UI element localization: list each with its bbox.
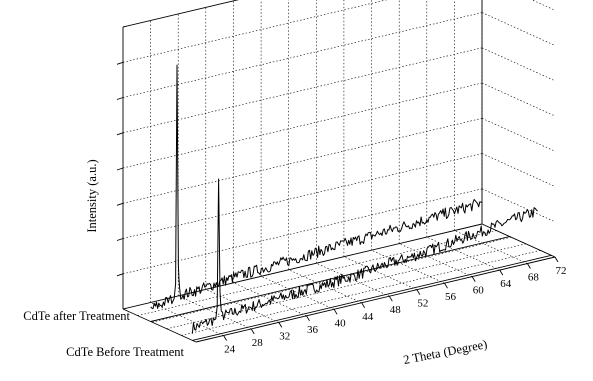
side-wall-gridline	[481, 47, 556, 82]
wall-horizontal-gridline	[122, 188, 483, 275]
x-tick-label: 60	[473, 285, 485, 297]
floor-gridline	[178, 295, 252, 330]
x-tick-label: 24	[224, 344, 236, 356]
x-tick	[388, 295, 393, 302]
side-wall-gridline	[481, 12, 556, 46]
side-wall-gridline	[531, 0, 556, 11]
chart-series	[150, 64, 552, 341]
x-tick	[278, 322, 283, 328]
floor-back-edge	[122, 223, 483, 310]
x-tick-label: 72	[556, 265, 567, 277]
x-tick-label: 28	[252, 337, 264, 349]
z-tick	[116, 61, 124, 65]
side-wall-gridline	[481, 118, 556, 152]
series-line	[150, 64, 483, 310]
x-tick	[554, 256, 559, 263]
floor-gridline	[150, 302, 224, 336]
side-wall-gridline	[481, 188, 556, 223]
x-tick	[499, 269, 504, 276]
x-tick	[471, 276, 476, 282]
wall-horizontal-gridline	[122, 0, 388, 63]
floor-right-edge	[481, 223, 556, 258]
floor-gridline	[288, 269, 362, 304]
floor-gridline	[316, 262, 390, 297]
x-axis-line	[195, 256, 556, 343]
x-tick	[333, 309, 338, 315]
z-tick	[116, 202, 124, 206]
z-tick	[116, 273, 124, 277]
x-tick-label: 36	[307, 324, 319, 336]
series-baseline	[150, 236, 510, 322]
x-tick	[444, 282, 448, 289]
x-tick-label: 48	[390, 304, 402, 316]
floor-gridline	[205, 289, 279, 323]
x-tick	[361, 302, 366, 309]
x-tick-label: 44	[362, 311, 374, 323]
floor-depth-gridline	[137, 230, 497, 316]
floor-depth-gridline	[181, 250, 541, 336]
x-tick-label: 52	[417, 298, 428, 310]
depth-axis-line	[122, 308, 197, 343]
series-label: CdTe Before Treatment	[66, 345, 184, 359]
z-tick	[116, 132, 124, 136]
series-label: CdTe after Treatment	[23, 309, 130, 323]
x-tick	[223, 335, 227, 341]
z-tick	[116, 97, 124, 100]
z-tick	[116, 238, 124, 241]
x-tick	[250, 328, 255, 335]
x-tick-label: 68	[528, 272, 540, 284]
side-wall-gridline	[481, 82, 556, 117]
x-tick-label: 32	[279, 330, 290, 342]
floor-gridline	[399, 243, 473, 277]
floor-gridline	[260, 276, 335, 310]
x-tick	[416, 289, 421, 295]
x-tick-label: 40	[335, 317, 347, 329]
chart-frame	[116, 0, 559, 343]
x-tick-label: 64	[500, 278, 512, 290]
series-baseline	[192, 254, 552, 341]
x-tick	[527, 263, 531, 269]
series-line	[191, 178, 538, 334]
x-tick-label: 56	[445, 291, 457, 303]
floor-gridline	[371, 249, 445, 284]
back-top-edge	[122, 0, 239, 28]
y-axis-label: Intensity (a.u.)	[85, 159, 99, 232]
side-wall-gridline	[481, 153, 556, 187]
x-tick	[306, 315, 310, 322]
floor-gridline	[233, 282, 307, 317]
z-tick	[116, 167, 124, 171]
floor-gridline	[343, 256, 418, 290]
x-axis-label: 2 Theta (Degree)	[402, 337, 488, 367]
